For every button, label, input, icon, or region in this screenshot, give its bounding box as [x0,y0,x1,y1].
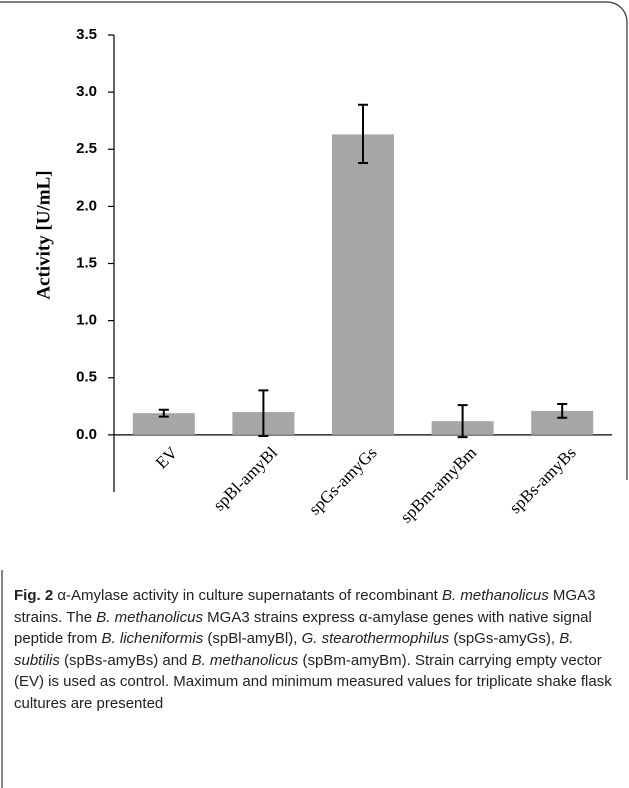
bar [531,410,594,435]
y-tick-label: 1.5 [76,254,97,271]
bar [332,134,394,435]
caption-text: MGA3 strains. The [14,587,596,626]
caption-text: B. methanolicus [442,587,549,604]
caption-text: G. stearothermophilus [301,630,450,647]
caption-text: B. licheniformis [101,630,204,647]
caption-text: α-Amylase activity in culture supernatan… [53,587,443,604]
x-tick-label: spBl-amyBl [209,443,281,515]
caption-text: B. methanolicus [96,608,203,626]
caption-text: B. subtilis [14,630,574,669]
caption-text: (spGs-amyGs), [449,630,560,647]
x-tick-label: EV [152,443,182,473]
caption-label: Fig. 2 [14,587,54,604]
y-tick-label: 2.5 [76,140,97,157]
y-tick-label: 3.0 [76,83,97,100]
y-axis-label: Activity [U/mL] [33,170,54,299]
caption: Fig. 2 α-Amylase activity in culture sup… [14,585,619,714]
y-tick-label: 2.0 [76,197,97,214]
caption-text: (spBl-amyBl), [203,630,302,647]
y-tick-label: 0.0 [76,426,97,443]
x-tick-label: spGs-amyGs [305,443,381,519]
y-tick-label: 1.0 [76,312,97,329]
caption-text: (spBs-amyBs) and [59,651,192,669]
y-tick-label: 0.5 [76,369,97,386]
error-bar [158,408,169,418]
caption-text: (spBm-amyBm). Strain carrying empty vect… [14,651,612,712]
caption-text: B. methanolicus [191,651,299,669]
error-bar [457,404,468,439]
y-tick-label: 3.5 [76,26,97,43]
error-bar [258,389,269,438]
error-bar [557,403,568,419]
error-bar [358,103,368,164]
x-tick-label: spBm-amyBm [397,443,481,527]
x-tick-label: spBs-amyBs [506,443,580,517]
frame [0,1,628,480]
caption-text: MGA3 strains express α-amylase genes wit… [14,608,592,648]
bar [132,413,195,435]
